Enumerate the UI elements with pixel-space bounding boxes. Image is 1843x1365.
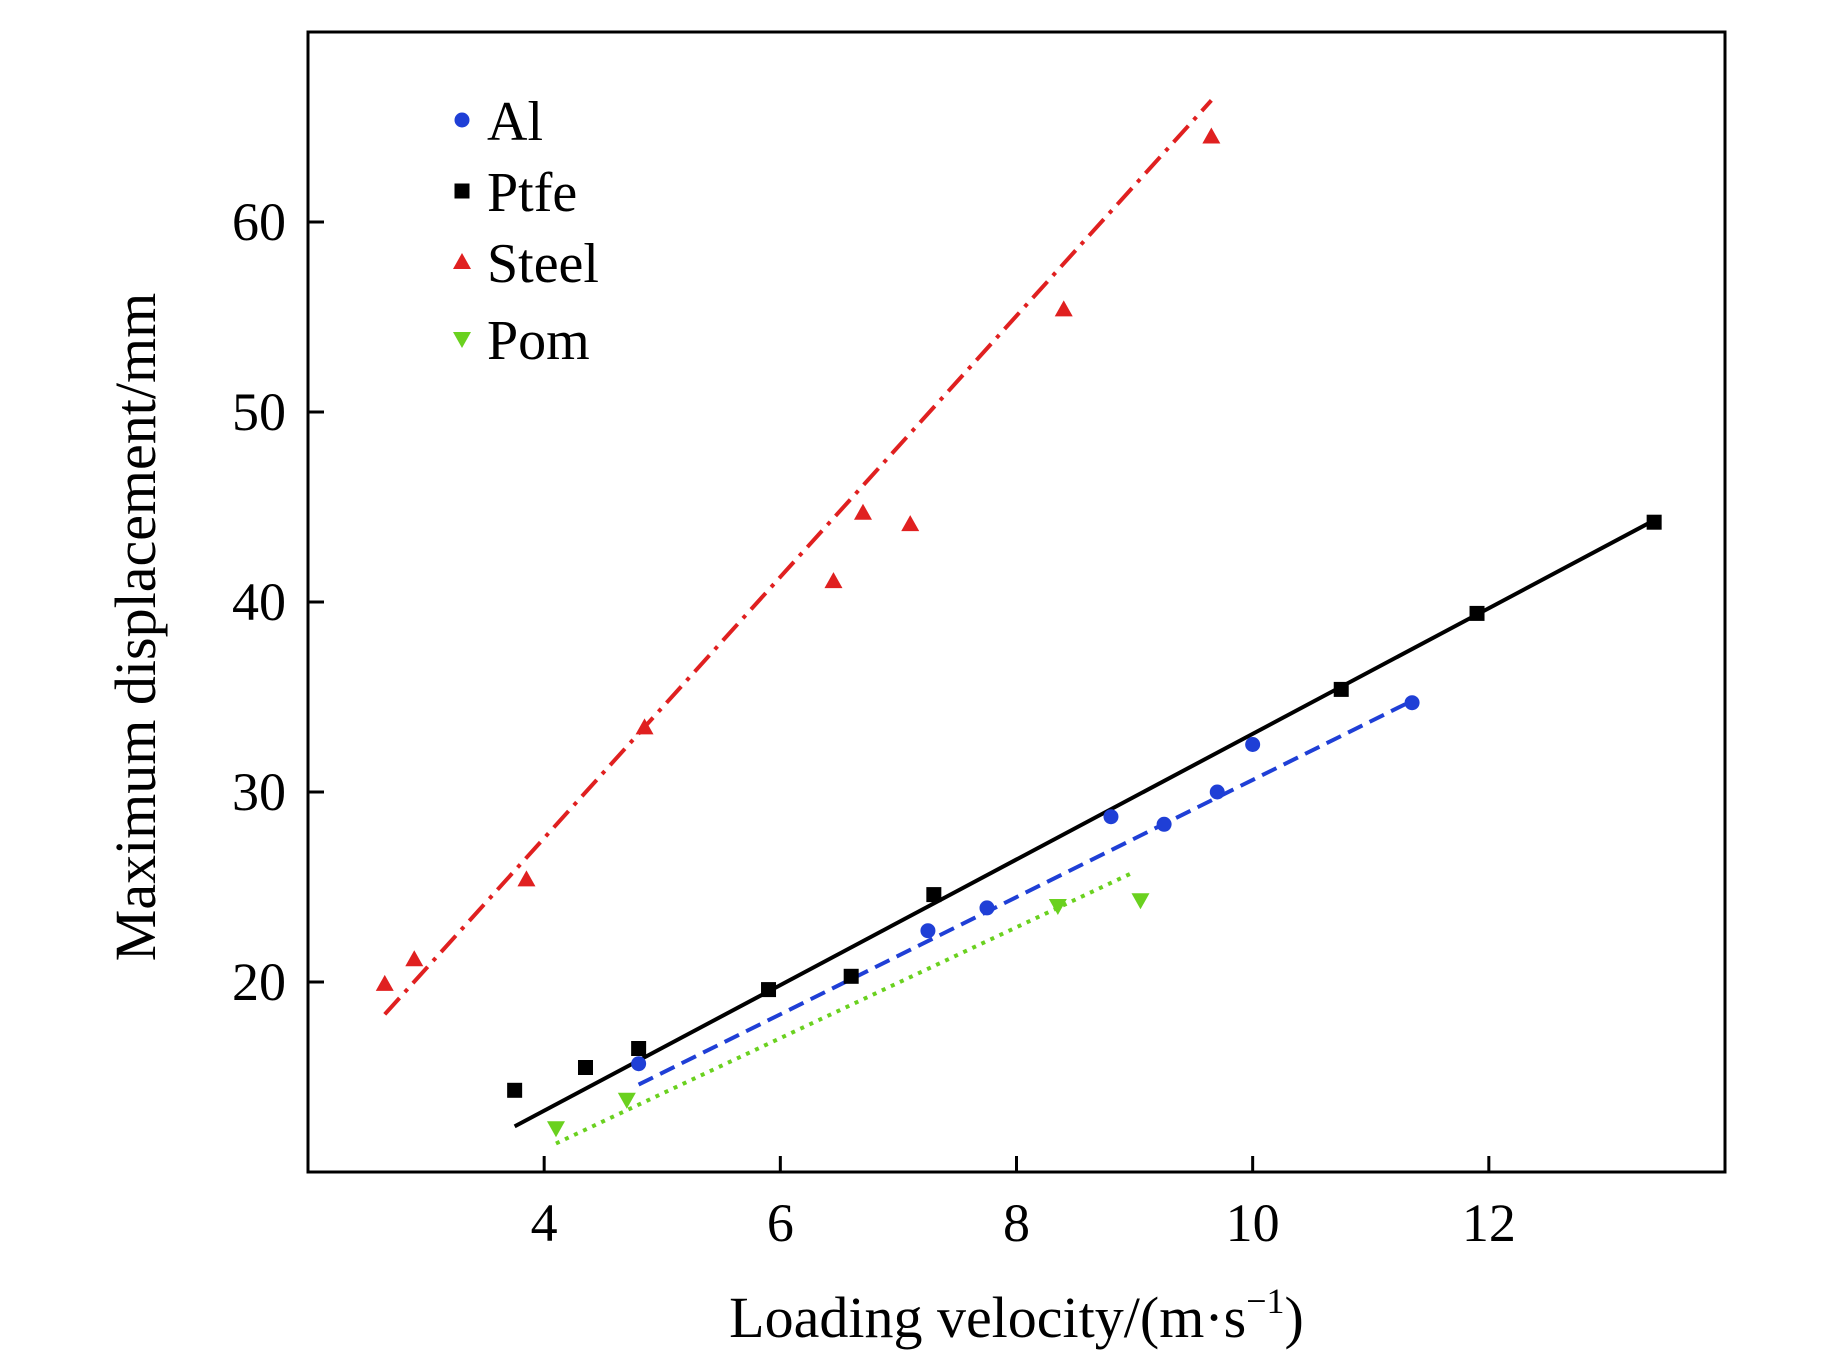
al-data-point <box>1209 784 1225 800</box>
steel-legend-marker <box>453 253 471 269</box>
x-axis-title-sup: −1 <box>1246 1281 1284 1321</box>
x-axis-title-end: ) <box>1285 1285 1304 1350</box>
pom-legend-marker <box>453 332 471 348</box>
x-axis-title: Loading velocity/(m·s−1) <box>729 1281 1304 1350</box>
steel-data-point <box>824 572 843 589</box>
ptfe-data-point <box>843 968 859 984</box>
axis-ticks <box>308 220 1491 1172</box>
ptfe-fit-line <box>513 518 1656 1129</box>
al-data-point <box>1404 695 1420 711</box>
x-tick-label: 12 <box>1462 1193 1516 1253</box>
ptfe-data-point <box>1333 681 1349 697</box>
steel-data-point <box>901 515 920 532</box>
al-data-point <box>1245 737 1261 752</box>
pom-data-point <box>546 1121 565 1138</box>
ptfe-data-point <box>1646 514 1662 530</box>
steel-data-point <box>635 718 654 735</box>
x-tick-label: 10 <box>1226 1193 1280 1253</box>
ptfe-data-point <box>507 1082 523 1098</box>
steel-data-point <box>1054 300 1073 317</box>
pom-data-point <box>1131 893 1150 910</box>
ptfe-legend-marker <box>454 183 470 199</box>
steel-data-point <box>517 870 536 887</box>
y-tick-label: 50 <box>232 382 286 442</box>
fit-lines <box>383 99 1656 1146</box>
pom-fit-line <box>555 869 1136 1146</box>
pom-legend-label: Pom <box>487 310 590 372</box>
x-tick-label: 4 <box>531 1193 558 1253</box>
steel-data-point <box>405 950 424 967</box>
tick-labels: 4 6 8 10 12 20 30 40 50 60 <box>232 192 1516 1253</box>
ptfe-data-point <box>926 887 942 903</box>
steel-data-point <box>1202 127 1221 144</box>
x-tick-label: 8 <box>1003 1193 1030 1253</box>
al-data-point <box>1103 809 1119 825</box>
steel-fit-line <box>383 99 1213 1016</box>
y-tick-label: 60 <box>232 192 286 252</box>
data-markers <box>375 127 1662 1138</box>
y-tick-label: 40 <box>232 572 286 632</box>
steel-legend-label: Steel <box>487 233 599 295</box>
y-tick-label: 30 <box>232 762 286 822</box>
x-tick-label: 6 <box>767 1193 794 1253</box>
ptfe-data-point <box>761 982 777 998</box>
ptfe-legend-label: Ptfe <box>487 162 577 224</box>
al-data-point <box>920 923 936 939</box>
steel-data-point <box>853 503 872 520</box>
y-tick-label: 20 <box>232 952 286 1012</box>
pom-data-point <box>1048 899 1067 915</box>
al-data-point <box>1156 816 1172 832</box>
al-data-point <box>631 1056 647 1072</box>
x-axis-title-main: Loading velocity/(m·s <box>729 1285 1246 1350</box>
steel-data-point <box>375 974 394 991</box>
ptfe-data-point <box>631 1041 647 1056</box>
y-axis-title: Maximum displacement/mm <box>103 293 168 962</box>
legend: Al Ptfe Steel Pom <box>453 91 599 372</box>
al-data-point <box>979 900 995 916</box>
al-legend-marker <box>454 112 470 128</box>
ptfe-data-point <box>1469 605 1485 621</box>
pom-data-point <box>617 1092 636 1109</box>
al-legend-label: Al <box>487 91 543 153</box>
ptfe-data-point <box>577 1060 593 1075</box>
